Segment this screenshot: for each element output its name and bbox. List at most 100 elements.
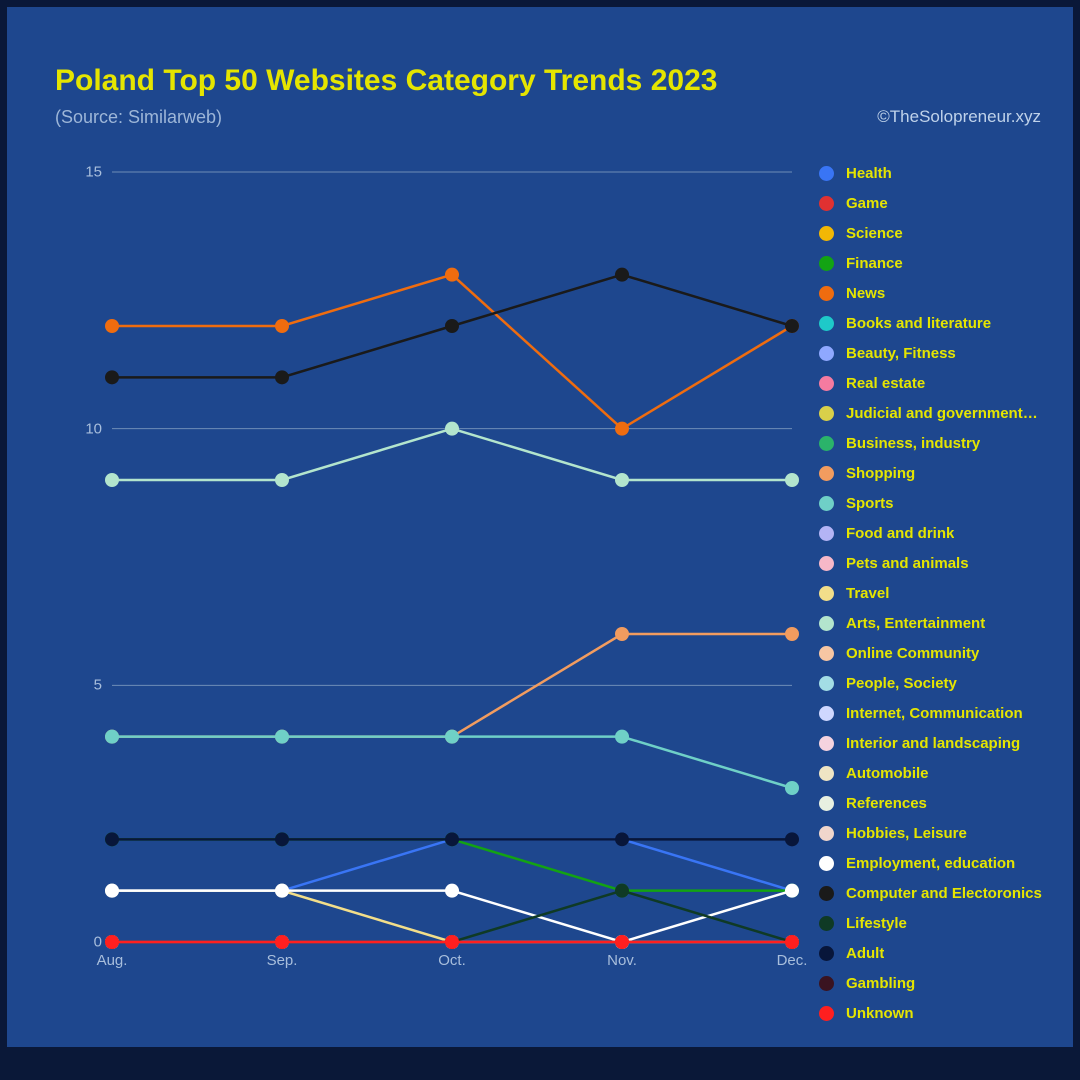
series-line	[112, 891, 792, 942]
legend-item[interactable]: Travel	[819, 584, 1077, 603]
legend-item[interactable]: People, Society	[819, 674, 1077, 693]
legend-swatch	[819, 466, 834, 481]
legend-item[interactable]: Pets and animals	[819, 554, 1077, 573]
series-marker	[275, 370, 289, 384]
legend-swatch	[819, 256, 834, 271]
x-tick-label: Oct.	[438, 952, 466, 969]
series-marker	[105, 473, 119, 487]
legend-swatch	[819, 826, 834, 841]
chart-credit: ©TheSolopreneur.xyz	[877, 107, 1041, 127]
legend-item[interactable]: Internet, Communication	[819, 704, 1077, 723]
series-marker	[615, 268, 629, 282]
series-marker	[105, 884, 119, 898]
legend-item[interactable]: Automobile	[819, 764, 1077, 783]
legend-item[interactable]: Online Community	[819, 644, 1077, 663]
legend-label: Gambling	[846, 975, 915, 992]
series-marker	[615, 730, 629, 744]
legend-label: Internet, Communication	[846, 705, 1023, 722]
series-marker	[445, 832, 459, 846]
legend-swatch	[819, 1006, 834, 1021]
legend-item[interactable]: Arts, Entertainment	[819, 614, 1077, 633]
legend-item[interactable]: Computer and Electoronics	[819, 884, 1077, 903]
legend-swatch	[819, 676, 834, 691]
y-tick-label: 5	[52, 677, 102, 694]
legend-label: Food and drink	[846, 525, 954, 542]
x-tick-label: Nov.	[607, 952, 637, 969]
series-marker	[785, 319, 799, 333]
series-marker	[105, 370, 119, 384]
series-marker	[785, 832, 799, 846]
legend-label: References	[846, 795, 927, 812]
series-marker	[445, 319, 459, 333]
series-marker	[615, 832, 629, 846]
legend-swatch	[819, 346, 834, 361]
legend-swatch	[819, 436, 834, 451]
legend-swatch	[819, 886, 834, 901]
legend-swatch	[819, 616, 834, 631]
plot-area: 051015Aug.Sep.Oct.Nov.Dec.	[37, 167, 797, 997]
legend-item[interactable]: Science	[819, 224, 1077, 243]
series-line	[112, 275, 792, 429]
legend-label: Shopping	[846, 465, 915, 482]
legend-swatch	[819, 526, 834, 541]
legend-swatch	[819, 406, 834, 421]
series-marker	[275, 473, 289, 487]
legend-item[interactable]: Lifestyle	[819, 914, 1077, 933]
legend-item[interactable]: Business, industry	[819, 434, 1077, 453]
y-tick-label: 15	[52, 164, 102, 181]
legend-item[interactable]: Shopping	[819, 464, 1077, 483]
series-marker	[785, 781, 799, 795]
series-line	[112, 839, 792, 890]
legend-item[interactable]: Sports	[819, 494, 1077, 513]
legend-swatch	[819, 166, 834, 181]
legend-label: Travel	[846, 585, 889, 602]
series-marker	[445, 935, 459, 949]
legend-item[interactable]: Real estate	[819, 374, 1077, 393]
legend-swatch	[819, 706, 834, 721]
series-marker	[615, 884, 629, 898]
legend-label: Adult	[846, 945, 884, 962]
legend-label: Finance	[846, 255, 903, 272]
legend-label: Automobile	[846, 765, 929, 782]
legend-swatch	[819, 646, 834, 661]
legend-item[interactable]: Game	[819, 194, 1077, 213]
legend-swatch	[819, 916, 834, 931]
legend-swatch	[819, 766, 834, 781]
legend-label: Lifestyle	[846, 915, 907, 932]
legend-label: Books and literature	[846, 315, 991, 332]
series-marker	[105, 730, 119, 744]
legend-label: People, Society	[846, 675, 957, 692]
legend-swatch	[819, 586, 834, 601]
legend-label: Judicial and government…	[846, 405, 1038, 422]
legend-swatch	[819, 376, 834, 391]
series-marker	[105, 935, 119, 949]
series-marker	[275, 935, 289, 949]
legend-swatch	[819, 196, 834, 211]
legend-item[interactable]: Health	[819, 164, 1077, 183]
chart-panel: Poland Top 50 Websites Category Trends 2…	[7, 7, 1073, 1047]
series-marker	[785, 473, 799, 487]
legend-item[interactable]: Employment, education	[819, 854, 1077, 873]
legend-item[interactable]: Books and literature	[819, 314, 1077, 333]
legend-item[interactable]: Unknown	[819, 1004, 1077, 1023]
legend-item[interactable]: Judicial and government…	[819, 404, 1077, 423]
chart-subtitle: (Source: Similarweb)	[55, 107, 222, 128]
legend-item[interactable]: Beauty, Fitness	[819, 344, 1077, 363]
legend-item[interactable]: Hobbies, Leisure	[819, 824, 1077, 843]
legend-item[interactable]: Finance	[819, 254, 1077, 273]
legend-item[interactable]: Adult	[819, 944, 1077, 963]
series-marker	[275, 832, 289, 846]
legend-swatch	[819, 976, 834, 991]
series-line	[112, 891, 792, 942]
series-marker	[615, 627, 629, 641]
legend-item[interactable]: Interior and landscaping	[819, 734, 1077, 753]
legend-item[interactable]: Food and drink	[819, 524, 1077, 543]
legend-label: Business, industry	[846, 435, 980, 452]
legend-item[interactable]: News	[819, 284, 1077, 303]
x-tick-label: Aug.	[97, 952, 128, 969]
legend-item[interactable]: References	[819, 794, 1077, 813]
legend-swatch	[819, 946, 834, 961]
x-tick-label: Sep.	[267, 952, 298, 969]
legend-swatch	[819, 496, 834, 511]
legend-item[interactable]: Gambling	[819, 974, 1077, 993]
